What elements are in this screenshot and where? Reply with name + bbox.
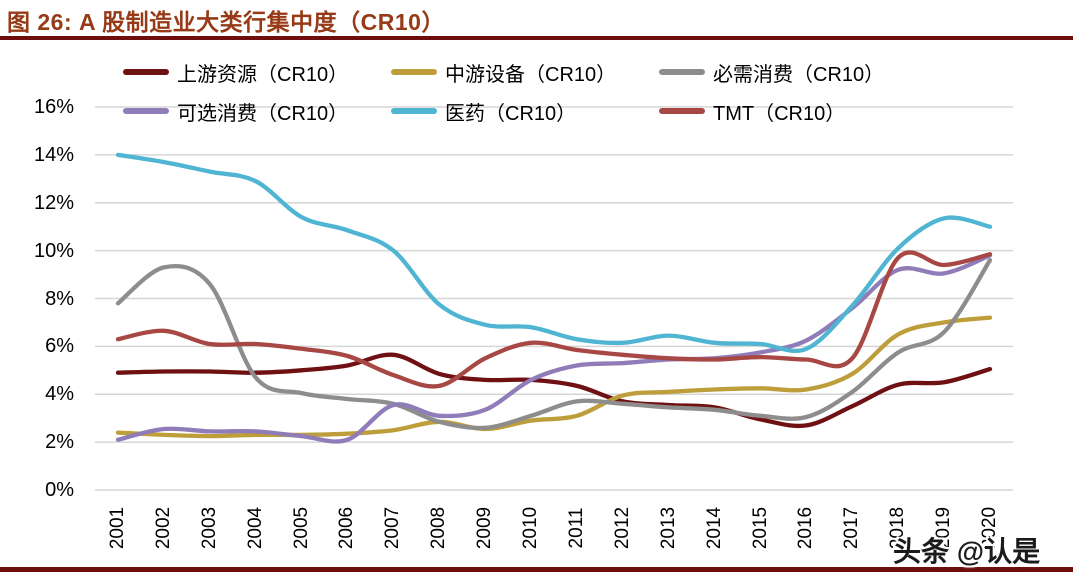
- x-axis-label: 2010: [520, 506, 542, 550]
- y-axis-label: 8%: [45, 287, 74, 310]
- legend-swatch: [659, 108, 705, 114]
- x-axis-label: 2013: [657, 506, 679, 550]
- legend-swatch: [659, 69, 705, 75]
- y-axis-label: 12%: [33, 191, 74, 214]
- title-divider-rule: [0, 36, 1073, 40]
- y-axis-label: 4%: [45, 383, 74, 406]
- x-axis-label: 2017: [841, 506, 863, 550]
- legend-item: 医药（CR10）: [391, 99, 659, 125]
- x-axis-label: 2012: [611, 506, 633, 550]
- legend-swatch: [123, 108, 169, 114]
- x-axis-label: 2001: [107, 506, 128, 550]
- x-axis-label: 2005: [290, 506, 312, 550]
- legend-swatch: [391, 108, 437, 114]
- x-axis-label: 2007: [382, 506, 404, 550]
- legend-item: 上游资源（CR10）: [123, 60, 391, 86]
- x-axis-label: 2004: [244, 506, 266, 550]
- legend-item: TMT（CR10）: [659, 99, 934, 125]
- legend-label: 上游资源（CR10）: [177, 63, 349, 86]
- legend-item: 可选消费（CR10）: [123, 99, 391, 125]
- x-axis-label: 2015: [749, 506, 771, 550]
- figure-title: 图 26: A 股制造业大类行集中度（CR10）: [7, 9, 445, 35]
- legend-item: 中游设备（CR10）: [391, 60, 659, 86]
- y-axis-label: 16%: [33, 96, 74, 118]
- legend-swatch: [123, 69, 169, 75]
- y-axis-label: 2%: [45, 431, 74, 454]
- legend-swatch: [391, 69, 437, 75]
- legend-label: 可选消费（CR10）: [177, 102, 349, 125]
- x-axis-label: 2014: [703, 506, 725, 550]
- x-axis-label: 2006: [336, 506, 358, 550]
- series-line-1: [115, 315, 993, 439]
- series-line-0: [115, 352, 993, 429]
- legend-label: 医药（CR10）: [445, 102, 577, 125]
- y-axis-label: 0%: [45, 479, 74, 501]
- series-line-4: [115, 152, 993, 354]
- series-line-2: [115, 258, 993, 431]
- bottom-divider-rule: [0, 567, 1073, 572]
- legend-label: 必需消费（CR10）: [713, 63, 885, 86]
- x-axis-label: 2008: [428, 506, 450, 550]
- x-axis-label: 2009: [474, 506, 496, 550]
- series-line-5: [115, 250, 993, 389]
- y-axis-label: 14%: [33, 143, 74, 166]
- y-axis-label: 10%: [33, 239, 74, 262]
- legend-item: 必需消费（CR10）: [659, 60, 934, 86]
- watermark: 头条 @认是: [893, 536, 1041, 567]
- y-axis-label: 6%: [45, 335, 74, 358]
- chart-legend: 上游资源（CR10） 中游设备（CR10） 必需消费（CR10） 可选消费（CR10）…: [123, 60, 934, 125]
- x-axis-label: 2002: [152, 506, 174, 550]
- legend-label: TMT（CR10）: [713, 102, 846, 125]
- x-axis-label: 2011: [565, 507, 587, 549]
- legend-label: 中游设备（CR10）: [445, 63, 617, 86]
- x-axis-label: 2003: [198, 506, 220, 550]
- x-axis-label: 2016: [795, 506, 817, 550]
